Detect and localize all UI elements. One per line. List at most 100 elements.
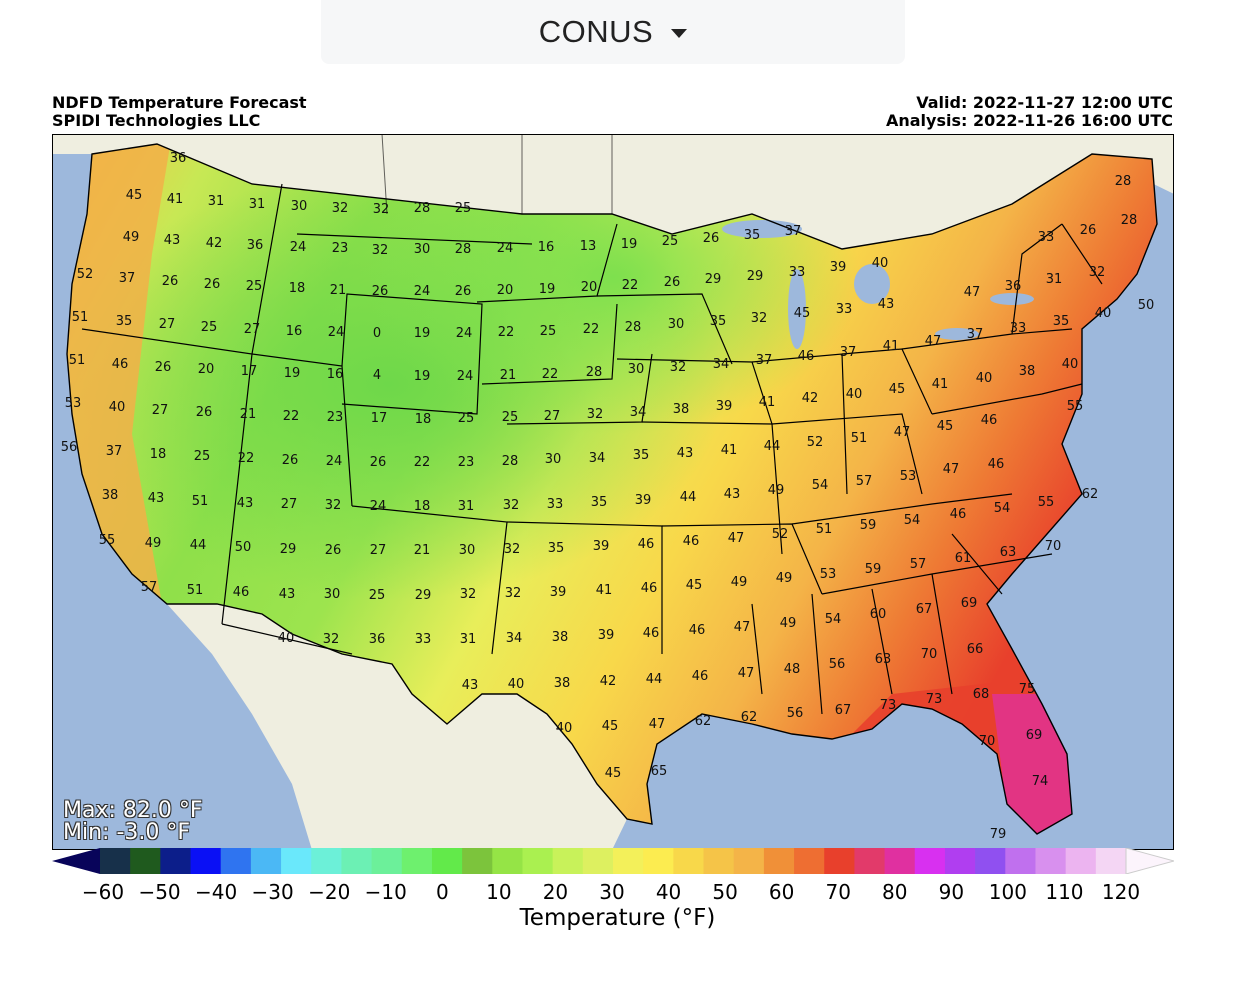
temp-label: 30: [459, 543, 476, 558]
temp-label: 25: [455, 201, 472, 216]
temp-label: 24: [414, 284, 431, 299]
mexico-land: [167, 604, 627, 850]
colorbar-cell: [100, 848, 131, 874]
temp-label: 69: [961, 596, 978, 611]
colorbar-cell: [884, 848, 916, 874]
colorbar-cell: [975, 848, 1006, 874]
colorbar-cell: [944, 848, 976, 874]
region-dropdown[interactable]: CONUS: [321, 0, 905, 64]
temp-label: 69: [1026, 728, 1043, 743]
temp-label: 18: [415, 412, 432, 427]
temp-label: 33: [1010, 321, 1027, 336]
temp-label: 36: [1005, 279, 1022, 294]
temp-label: 41: [883, 339, 900, 354]
temp-label: 27: [152, 403, 169, 418]
temp-label: 47: [734, 620, 751, 635]
temp-label: 26: [196, 405, 213, 420]
temp-label: 65: [651, 764, 668, 779]
lake-michigan: [788, 269, 806, 349]
temp-label: 42: [206, 236, 223, 251]
temp-label: 56: [61, 440, 78, 455]
colorbar-min-arrow: [52, 848, 100, 874]
temp-label: 23: [458, 455, 475, 470]
temp-label: 16: [538, 240, 555, 255]
colorbar-cell: [281, 848, 312, 874]
colorbar-title: Temperature (°F): [519, 905, 716, 931]
temp-label: 28: [414, 201, 431, 216]
temp-label: 27: [159, 317, 176, 332]
temp-label: 32: [372, 243, 389, 258]
colorbar-tick-label: 70: [825, 880, 851, 904]
temp-label: 75: [1019, 682, 1036, 697]
temp-label: 43: [164, 233, 181, 248]
temp-label: 47: [738, 666, 755, 681]
temp-label: 32: [587, 407, 604, 422]
temp-label: 35: [591, 495, 608, 510]
temp-label: 62: [741, 710, 758, 725]
temp-label: 57: [910, 557, 927, 572]
temp-label: 37: [756, 353, 773, 368]
temp-label: 62: [1082, 487, 1099, 502]
temp-label: 46: [692, 669, 709, 684]
temp-label: 31: [249, 197, 266, 212]
temp-label: 45: [937, 419, 954, 434]
temp-label: 32: [332, 201, 349, 216]
temp-label: 37: [967, 327, 984, 342]
colorbar-tick-label: 80: [882, 880, 908, 904]
temp-label: 44: [190, 538, 207, 553]
temp-label: 67: [916, 602, 933, 617]
temp-label: 22: [283, 409, 300, 424]
temp-label: 53: [820, 567, 837, 582]
temp-label: 32: [460, 587, 477, 602]
colorbar-cell: [552, 848, 584, 874]
temp-label: 38: [102, 488, 119, 503]
temp-label: 26: [455, 284, 472, 299]
temp-label: 32: [503, 498, 520, 513]
temp-label: 40: [872, 256, 889, 271]
colorbar-cell: [492, 848, 523, 874]
temp-label: 46: [641, 581, 658, 596]
colorbar-cell: [341, 848, 373, 874]
temp-label: 49: [123, 230, 140, 245]
colorbar-tick-label: −40: [195, 880, 238, 904]
temp-label: 20: [581, 280, 598, 295]
caret-down-icon: [671, 28, 688, 38]
temp-label: 28: [455, 242, 472, 257]
temp-label: 33: [415, 632, 432, 647]
colorbar-tick-label: 90: [938, 880, 965, 904]
temp-label: 36: [247, 238, 264, 253]
temp-label: 70: [979, 734, 996, 749]
map-header-left: NDFD Temperature Forecast SPIDI Technolo…: [52, 94, 307, 130]
temp-label: 32: [505, 586, 522, 601]
temp-label: 46: [981, 413, 998, 428]
colorbar-cell: [1035, 848, 1067, 874]
colorbar-tick-label: 20: [542, 880, 569, 904]
temp-label: 46: [689, 623, 706, 638]
temp-label: 32: [373, 202, 390, 217]
temp-label: 26: [703, 231, 720, 246]
temp-label: 28: [586, 365, 603, 380]
temp-label: 18: [414, 499, 431, 514]
temp-label: 28: [1121, 213, 1138, 228]
temp-label: 45: [794, 306, 811, 321]
temp-label: 35: [548, 541, 565, 556]
temp-label: 43: [237, 496, 254, 511]
state-boundaries: [81, 183, 1103, 715]
max-value: Max: 82.0 °F: [63, 798, 203, 823]
temp-label: 25: [194, 449, 211, 464]
colorbar-cell: [522, 848, 554, 874]
temp-label: 54: [994, 501, 1011, 516]
temp-label: 68: [973, 687, 990, 702]
map-header-right: Valid: 2022-11-27 12:00 UTC Analysis: 20…: [886, 94, 1173, 130]
temp-label: 33: [789, 265, 806, 280]
temp-label: 43: [462, 678, 479, 693]
canada-land: [52, 134, 1174, 249]
temp-label: 41: [596, 583, 613, 598]
temp-label: 30: [324, 587, 341, 602]
temp-label: 38: [673, 402, 690, 417]
colorbar-tick-label: −20: [308, 880, 351, 904]
temp-label: 51: [192, 494, 209, 509]
temp-label: 46: [798, 349, 815, 364]
temp-label: 48: [784, 662, 801, 677]
temp-label: 32: [1089, 265, 1106, 280]
